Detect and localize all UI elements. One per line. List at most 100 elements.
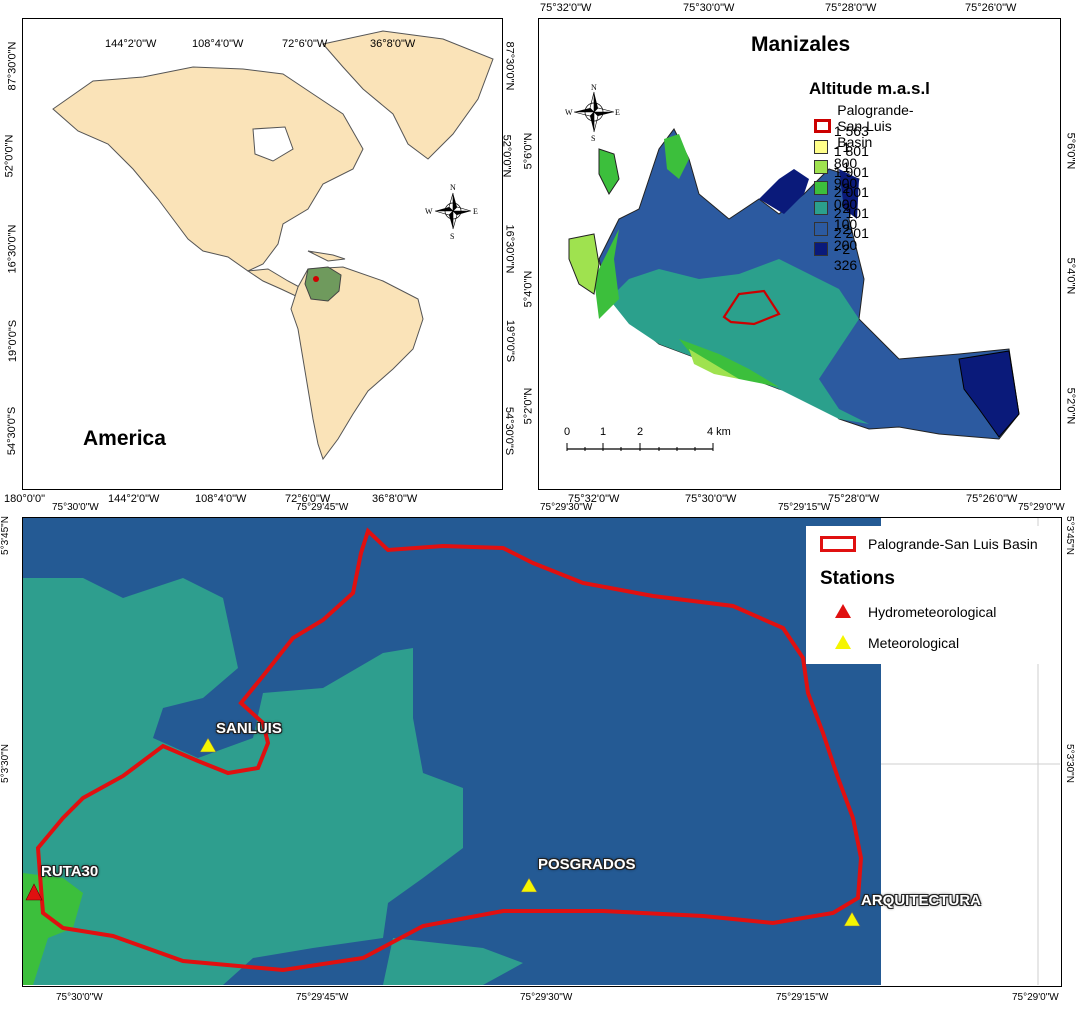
manizales-top-tick: 75°30'0"W xyxy=(683,2,735,14)
manizales-map xyxy=(568,128,1020,440)
detail-legend: Palogrande-San Luis Basin Stations Hydro… xyxy=(806,526,1058,664)
detail-top-tick: 75°30'0"W xyxy=(52,502,99,513)
scale-bar xyxy=(566,443,714,451)
altitude-legend-label: 1 901 - 2 000 xyxy=(833,163,869,212)
north-america-shape xyxy=(52,66,364,272)
america-right-tick: 52°0'0"N xyxy=(500,134,513,178)
station-label-sanluis: SANLUIS xyxy=(216,720,282,737)
compass-rose-america: N S E W xyxy=(425,183,478,241)
america-top-tick: 144°2'0"W xyxy=(105,38,157,50)
manizales-top-tick: 75°28'0"W xyxy=(825,2,877,14)
detail-bottom-tick: 75°29'45"W xyxy=(296,992,349,1003)
america-map: N S E W xyxy=(52,30,494,461)
svg-text:S: S xyxy=(450,232,454,241)
manizales-bottom-tick: 75°30'0"W xyxy=(685,493,737,505)
america-right-tick: 54°30'0"S xyxy=(503,406,516,456)
altitude-legend-item: 2 201 - 2 326 xyxy=(814,225,871,273)
station-sanluis-marker xyxy=(199,737,217,753)
elevation-2201-2326-east xyxy=(958,350,1020,438)
america-right-tick: 19°0'0"S xyxy=(504,319,517,363)
manizales-bottom-tick: 75°26'0"W xyxy=(966,493,1018,505)
america-bottom-tick: 72°6'0"W xyxy=(285,493,331,505)
manizales-left-tick: 5°6'0"N xyxy=(522,132,535,170)
detail-top-tick: 75°29'15"W xyxy=(778,502,831,513)
manizales-right-tick: 5°4'0"N xyxy=(1064,257,1077,295)
manizales-left-tick: 5°4'0"N xyxy=(522,270,535,308)
scale-label: 4 km xyxy=(707,426,731,438)
altitude-legend-label: 1 801 - 1 900 xyxy=(833,143,869,191)
scale-label: 0 xyxy=(564,426,571,438)
detail-bottom-tick: 75°30'0"W xyxy=(56,992,103,1003)
elevation-green-patch xyxy=(23,873,83,985)
america-title: America xyxy=(83,427,166,450)
manizales-panel: Manizales N S E W Altitude m.a.s.l Palog… xyxy=(538,18,1061,490)
america-top-tick: 72°6'0"W xyxy=(282,38,328,50)
altitude-legend-label: Palogrande-San Luis Basin xyxy=(837,102,914,150)
detail-bottom-tick: 75°29'0"W xyxy=(1012,992,1059,1003)
altitude-legend-item: Palogrande-San Luis Basin xyxy=(814,102,924,150)
scale-label: 2 xyxy=(637,426,644,438)
svg-text:W: W xyxy=(565,108,573,117)
detail-left-tick: 5°3'45"N xyxy=(0,516,11,555)
manizales-top-tick: 75°26'0"W xyxy=(965,2,1017,14)
america-left-tick: 16°30'0"N xyxy=(6,224,19,274)
basin-legend-swatch xyxy=(820,536,856,552)
detail-left-tick: 5°3'30"N xyxy=(0,744,11,783)
altitude-legend-label: 2 001 - 2 100 xyxy=(833,184,869,232)
altitude-legend-swatch xyxy=(814,119,832,133)
svg-text:S: S xyxy=(591,134,595,142)
altitude-legend-item: 1 563 - 1 800 xyxy=(814,123,871,171)
meteo-legend-label: Meteorological xyxy=(868,635,960,651)
altitude-legend-swatch xyxy=(814,139,828,154)
detail-top-tick: 75°29'0"W xyxy=(1018,502,1065,513)
america-right-tick: 87°30'0"N xyxy=(503,41,516,91)
america-bottom-tick: 180°0'0" xyxy=(4,493,45,505)
altitude-legend-item: 2 101 - 2 200 xyxy=(814,205,871,253)
altitude-legend-label: 2 101 - 2 200 xyxy=(833,204,869,253)
stations-legend-title: Stations xyxy=(820,568,895,589)
manizales-left-tick: 5°2'0"N xyxy=(522,387,535,425)
america-bottom-tick: 144°2'0"W xyxy=(108,493,160,505)
colombia-shape xyxy=(304,266,342,302)
greenland-shape xyxy=(322,30,494,160)
svg-text:W: W xyxy=(425,207,433,216)
america-left-tick: 52°0'0"N xyxy=(3,134,16,178)
basin-outline-inset xyxy=(722,289,781,326)
station-label-ruta30: RUTA30 xyxy=(41,863,99,880)
svg-text:E: E xyxy=(473,207,478,216)
detail-panel: SANLUIS RUTA30 POSGRADOS ARQUITECTURA Pa… xyxy=(22,517,1062,987)
basin-legend-label: Palogrande-San Luis Basin xyxy=(868,536,1038,552)
altitude-legend-swatch xyxy=(814,180,828,195)
detail-right-tick: 5°3'45"N xyxy=(1063,516,1075,555)
altitude-legend-swatch xyxy=(814,160,828,174)
svg-text:N: N xyxy=(450,183,456,192)
elevation-1901-2000 xyxy=(594,229,619,319)
altitude-legend-label: 1 563 - 1 800 xyxy=(833,122,869,171)
svg-text:E: E xyxy=(615,108,620,117)
altitude-legend-swatch xyxy=(814,221,828,236)
basin-outline-detail xyxy=(35,527,864,973)
station-label-arquitectura: ARQUITECTURA xyxy=(861,892,981,909)
elevation-teal-region xyxy=(23,578,463,985)
compass-rose-manizales: N S E W xyxy=(565,83,620,142)
manizales-marker xyxy=(313,276,319,282)
scale-label: 1 xyxy=(600,426,607,438)
station-posgrados-marker xyxy=(520,877,538,893)
manizales-right-tick: 5°6'0"N xyxy=(1064,132,1077,170)
altitude-legend-item: 1 901 - 2 000 xyxy=(814,164,871,212)
altitude-legend-label: 2 201 - 2 326 xyxy=(833,225,869,273)
america-panel: N S E W America xyxy=(22,18,503,490)
station-arquitectura-marker xyxy=(843,911,861,927)
south-america-shape xyxy=(290,266,424,461)
manizales-bottom-tick: 75°28'0"W xyxy=(828,493,880,505)
america-bottom-tick: 108°4'0"W xyxy=(195,493,247,505)
detail-right-tick: 5°3'30"N xyxy=(1063,744,1075,783)
altitude-legend-item: 1 801 - 1 900 xyxy=(814,143,871,191)
detail-map xyxy=(23,518,1060,985)
detail-top-tick: 75°29'30"W xyxy=(540,502,593,513)
svg-text:N: N xyxy=(591,83,597,92)
america-top-tick: 108°4'0"W xyxy=(192,38,244,50)
america-top-tick: 36°8'0"W xyxy=(370,38,416,50)
station-label-posgrados: POSGRADOS xyxy=(538,856,636,873)
altitude-legend-swatch xyxy=(814,242,828,256)
